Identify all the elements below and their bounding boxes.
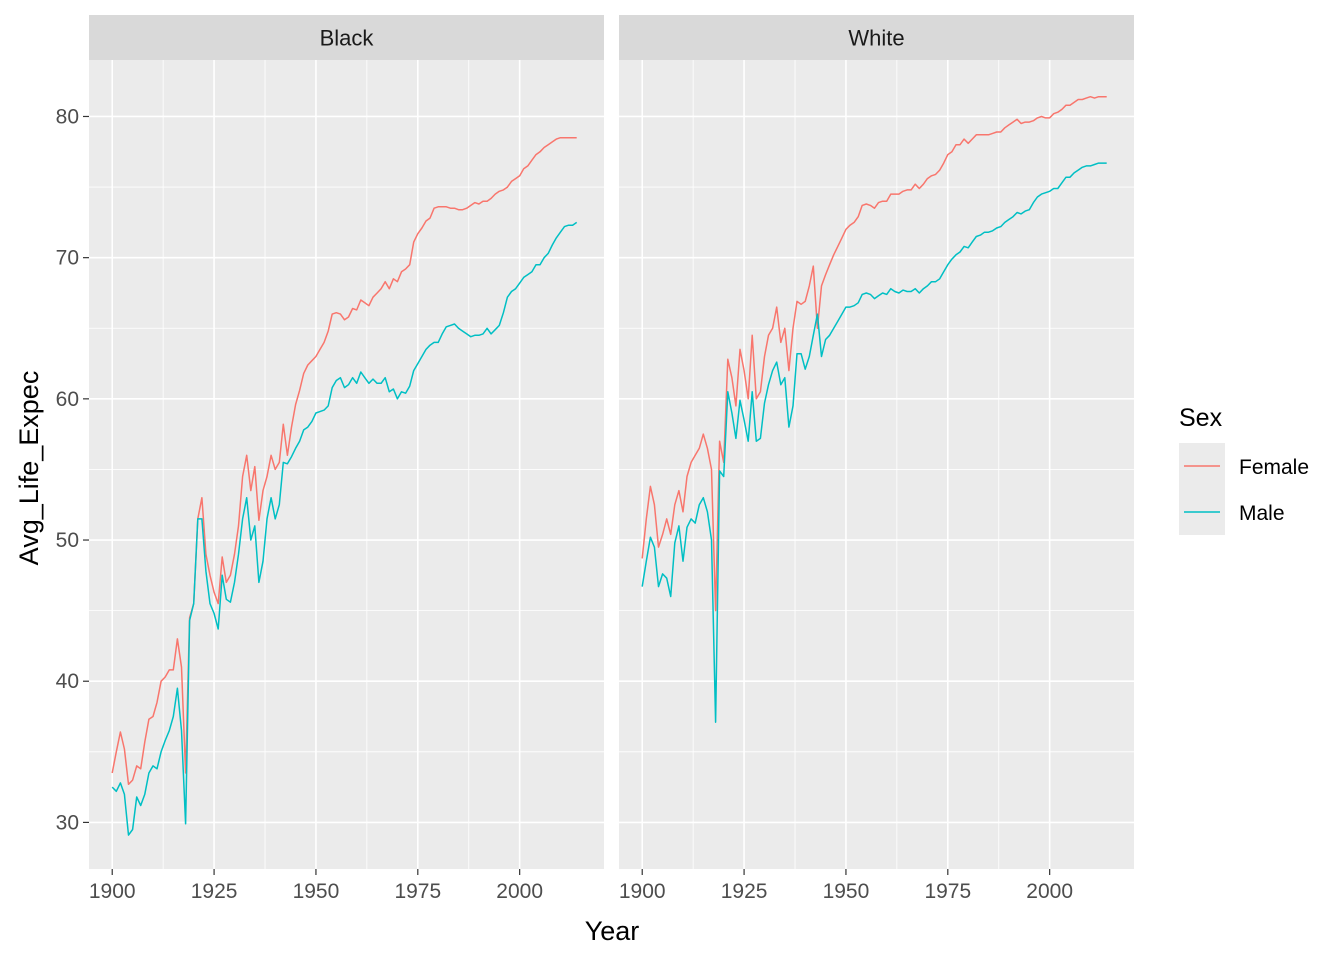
strip-white [619,15,1134,60]
y-tick-label: 50 [56,529,79,552]
y-tick-label: 60 [56,388,79,411]
panels: Black 1900 1925 1950 1975 2000 White 1900 1925 19… [89,15,1134,903]
legend-title: Sex [1179,404,1223,432]
legend: Sex Female Male [1179,404,1309,535]
plot-background-black [89,60,604,869]
series-line-white-male [641,162,1107,723]
y-tick-label: 30 [56,811,79,834]
y-tick-label: 40 [56,670,79,693]
strip-label-white: White [848,26,904,51]
x-tick-label: 1900 [89,880,136,903]
x-tick-label: 1975 [394,880,441,903]
x-tick-label: 1950 [293,880,340,903]
x-tick-label: 1900 [619,880,666,903]
panel-white: White 1900 1925 1950 1975 2000 [619,15,1134,903]
y-tick-label: 80 [56,105,79,128]
series-line-black-male [111,221,578,836]
series-line-white-female [641,95,1107,612]
legend-label-female: Female [1239,456,1309,479]
panel-black: Black 1900 1925 1950 1975 2000 [89,15,604,903]
x-tick-label: 1925 [191,880,238,903]
x-tick-label: 2000 [1026,880,1073,903]
x-tick-label: 2000 [496,880,543,903]
x-tick-label: 1950 [823,880,870,903]
strip-label-black: Black [320,26,375,51]
y-axis-title: Avg_Life_Expec [14,371,44,566]
x-tick-label: 1925 [721,880,768,903]
y-axis: 30 40 50 60 70 80 [56,105,89,834]
y-tick-label: 70 [56,247,79,270]
plot-background-white [619,60,1134,869]
legend-label-male: Male [1239,502,1285,525]
strip-black [89,15,604,60]
x-tick-label: 1975 [924,880,971,903]
x-axis-title: Year [585,916,640,946]
